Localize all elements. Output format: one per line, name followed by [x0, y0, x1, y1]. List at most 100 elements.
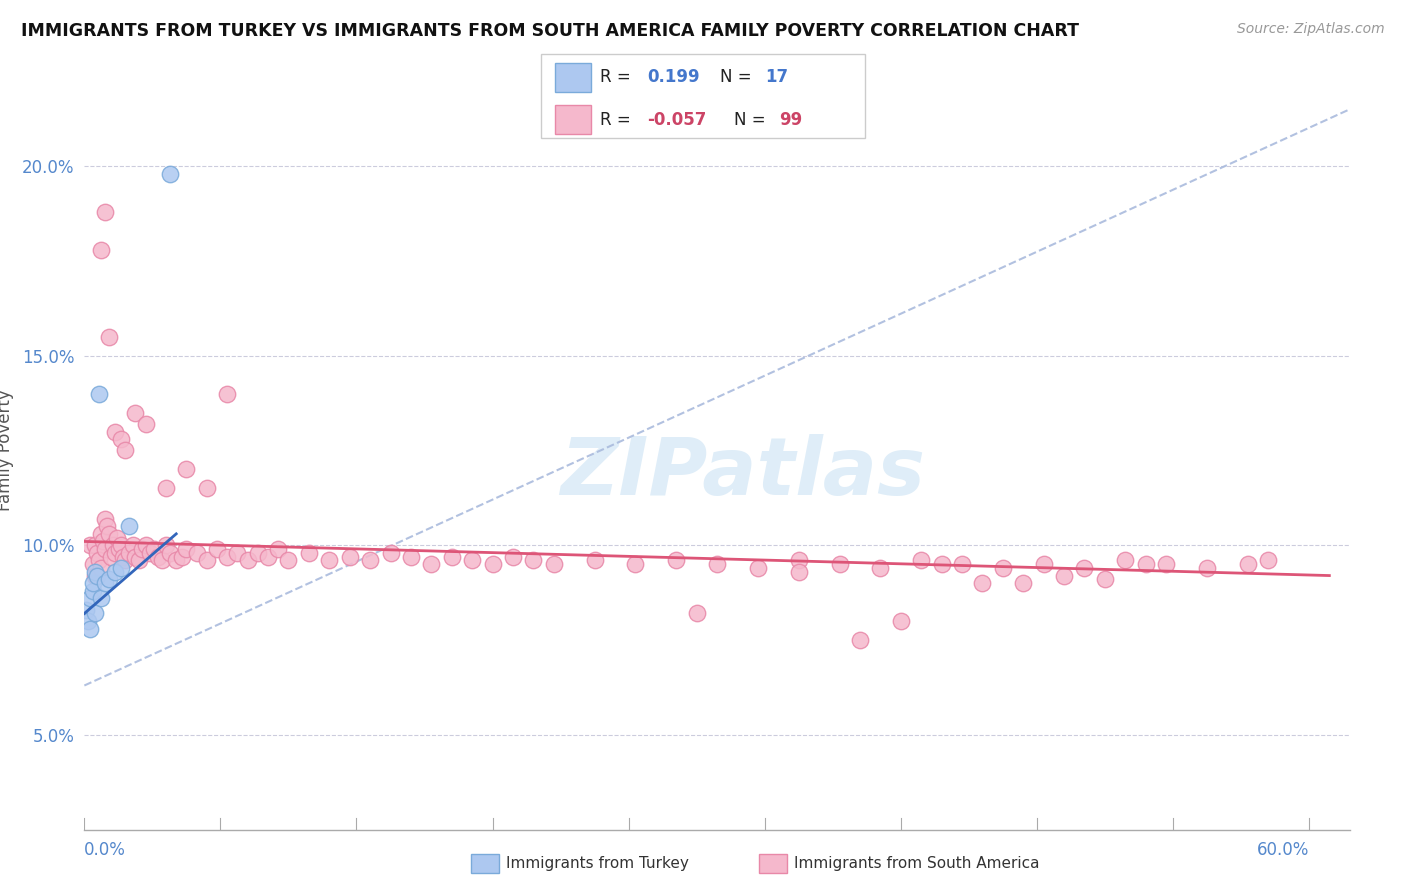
Point: [931, 557, 953, 572]
Point: [991, 561, 1014, 575]
Point: [359, 553, 381, 567]
Text: ZIPatlas: ZIPatlas: [560, 434, 925, 512]
Point: [82, 557, 104, 572]
Point: [236, 553, 259, 567]
Point: [440, 549, 463, 564]
Text: IMMIGRANTS FROM TURKEY VS IMMIGRANTS FROM SOUTH AMERICA FAMILY POVERTY CORRELATI: IMMIGRANTS FROM TURKEY VS IMMIGRANTS FRO…: [21, 22, 1078, 40]
Point: [79, 622, 101, 636]
Point: [481, 557, 503, 572]
Point: [869, 561, 891, 575]
Text: R =: R =: [600, 69, 637, 87]
Text: -0.057: -0.057: [647, 111, 706, 128]
Point: [83, 568, 105, 582]
Point: [828, 557, 851, 572]
Point: [217, 386, 239, 401]
Text: 60.0%: 60.0%: [1257, 840, 1309, 859]
Point: [155, 538, 177, 552]
Point: [461, 553, 484, 567]
Point: [104, 565, 127, 579]
Point: [142, 541, 165, 557]
Point: [747, 561, 769, 575]
Point: [1012, 576, 1035, 591]
Text: 17: 17: [765, 69, 787, 87]
Point: [110, 432, 132, 446]
Point: [195, 553, 218, 567]
Point: [122, 538, 145, 552]
Point: [87, 553, 110, 567]
Text: Immigrants from South America: Immigrants from South America: [794, 856, 1040, 871]
Point: [138, 546, 160, 560]
Point: [150, 553, 173, 567]
Point: [522, 553, 544, 567]
Point: [77, 614, 100, 628]
Point: [195, 482, 218, 496]
Point: [90, 561, 112, 575]
Point: [1135, 557, 1157, 572]
Point: [217, 549, 239, 564]
Point: [96, 519, 118, 533]
Point: [94, 512, 117, 526]
Point: [624, 557, 647, 572]
Point: [787, 553, 810, 567]
Point: [97, 573, 120, 587]
Point: [112, 549, 135, 564]
Point: [226, 546, 249, 560]
Point: [82, 583, 104, 598]
Point: [110, 561, 132, 575]
Point: [94, 204, 117, 219]
Point: [420, 557, 443, 572]
Point: [90, 243, 112, 257]
Point: [399, 549, 422, 564]
Point: [118, 519, 141, 533]
Point: [100, 549, 122, 564]
Point: [131, 541, 153, 557]
Point: [972, 576, 994, 591]
Point: [104, 546, 127, 560]
Point: [298, 546, 321, 560]
Point: [108, 541, 131, 557]
Point: [90, 591, 112, 606]
Text: N =: N =: [720, 69, 756, 87]
Point: [890, 614, 912, 628]
Point: [105, 531, 128, 545]
Point: [124, 405, 146, 420]
Point: [665, 553, 688, 567]
Point: [1257, 553, 1279, 567]
Point: [246, 546, 269, 560]
Point: [79, 538, 101, 552]
Point: [205, 541, 228, 557]
Point: [176, 462, 198, 476]
Point: [90, 526, 112, 541]
Point: [267, 541, 290, 557]
Point: [583, 553, 606, 567]
Point: [86, 546, 108, 560]
Point: [83, 565, 105, 579]
Point: [1094, 573, 1116, 587]
Text: N =: N =: [734, 111, 770, 128]
Point: [97, 526, 120, 541]
Point: [1073, 561, 1095, 575]
Point: [1032, 557, 1054, 572]
Point: [1195, 561, 1218, 575]
Point: [176, 541, 198, 557]
Point: [83, 538, 105, 552]
Point: [82, 576, 104, 591]
Point: [277, 553, 299, 567]
Point: [94, 576, 117, 591]
Point: [128, 553, 150, 567]
Point: [950, 557, 973, 572]
Point: [118, 546, 141, 560]
Point: [706, 557, 728, 572]
Point: [101, 538, 124, 552]
Point: [110, 538, 132, 552]
Point: [380, 546, 402, 560]
Point: [87, 386, 110, 401]
Point: [910, 553, 932, 567]
Point: [135, 417, 157, 431]
Point: [1053, 568, 1076, 582]
Point: [86, 568, 108, 582]
Point: [114, 443, 136, 458]
Point: [1236, 557, 1258, 572]
Point: [1154, 557, 1177, 572]
Point: [172, 549, 194, 564]
